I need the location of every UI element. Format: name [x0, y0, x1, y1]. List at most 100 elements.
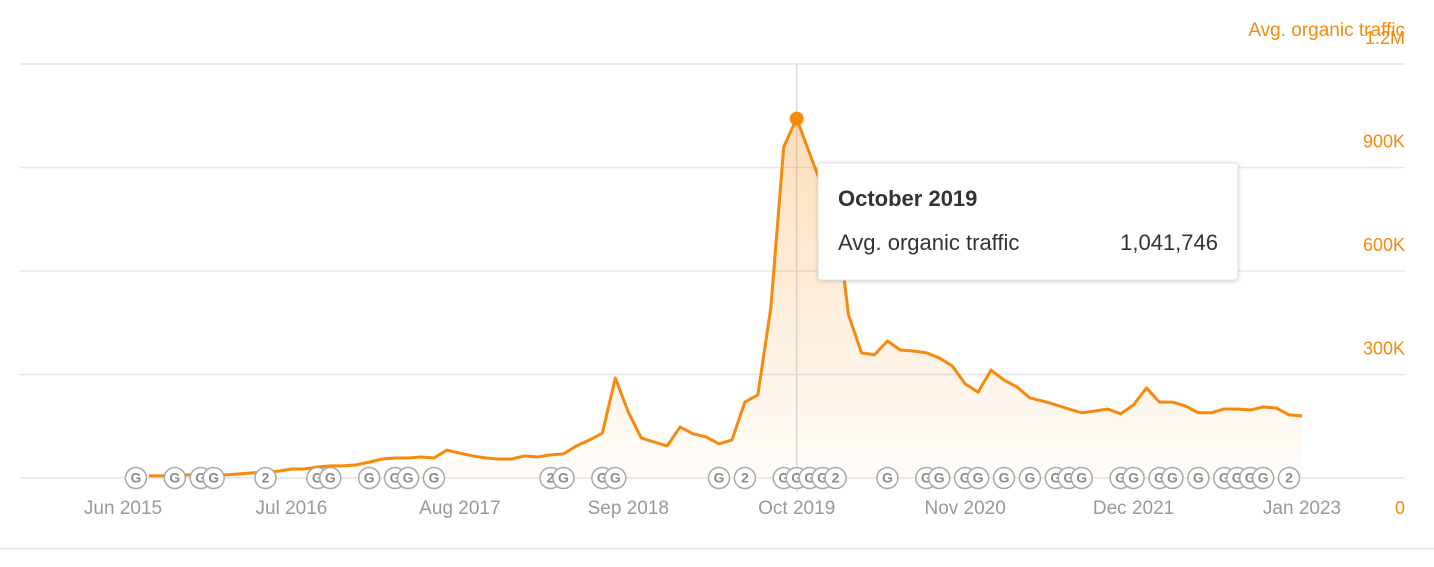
annotation-label: G — [714, 470, 725, 486]
annotation-label: G — [1258, 470, 1269, 486]
annotation-badge — [124, 466, 148, 490]
annotation-label: G — [325, 470, 336, 486]
annotation-label: G — [428, 470, 439, 486]
annotation: 2 — [733, 466, 757, 490]
annotation-label: G — [558, 470, 569, 486]
annotation: 2 — [824, 466, 847, 490]
annotation-label: G — [1063, 470, 1074, 486]
x-tick-label: Dec 2021 — [1093, 498, 1174, 519]
annotation-label: G — [1232, 470, 1243, 486]
x-tick-label: Jan 2023 — [1263, 498, 1341, 519]
annotation-badge — [1122, 466, 1145, 490]
annotation-badge — [319, 466, 342, 490]
annotation-badge — [422, 466, 446, 490]
annotation-badge — [552, 466, 575, 490]
annotation-badge — [992, 466, 1016, 490]
annotation-label: G — [1154, 470, 1165, 486]
y-tick-label: 300K — [1363, 338, 1405, 358]
annotation: G — [357, 466, 381, 490]
annotation-label: 2 — [1285, 470, 1293, 486]
y-tick-label: 900K — [1363, 131, 1405, 151]
annotation: G — [876, 466, 899, 490]
annotation-label: G — [1219, 470, 1230, 486]
annotation-badge — [396, 466, 420, 490]
annotation-label: G — [390, 470, 401, 486]
x-tick-label: Aug 2017 — [419, 498, 500, 519]
annotation-label: 2 — [832, 470, 840, 486]
tooltip-series-name: Avg. organic traffic — [838, 230, 1019, 255]
annotation-badge — [733, 466, 757, 490]
annotation-label: G — [817, 470, 828, 486]
annotation: G — [124, 466, 148, 490]
annotation: G — [992, 466, 1016, 490]
annotation-badge — [1251, 466, 1275, 490]
annotation-label: G — [791, 470, 802, 486]
annotation-label: G — [364, 470, 375, 486]
annotation: 2 — [254, 466, 277, 490]
y-tick-label: 600K — [1363, 235, 1405, 255]
annotation-label: G — [208, 470, 219, 486]
annotation: G — [319, 466, 342, 490]
annotation-badge — [202, 466, 225, 490]
annotation-badge — [1277, 466, 1301, 490]
annotation-badge — [1187, 466, 1210, 490]
annotation-label: G — [1245, 470, 1256, 486]
annotation: G — [552, 466, 575, 490]
x-tick-label: Oct 2019 — [758, 498, 835, 519]
annotation: G — [1070, 466, 1093, 490]
annotation: G — [927, 466, 951, 490]
annotation-label: G — [1128, 470, 1139, 486]
annotation-label: G — [312, 470, 323, 486]
x-tick-label: Sep 2018 — [588, 498, 669, 519]
annotation-badge — [1018, 466, 1042, 490]
annotation-badge — [876, 466, 899, 490]
annotation: G — [1018, 466, 1042, 490]
annotation: G — [202, 466, 225, 490]
y-tick-label: 1.2M — [1365, 28, 1405, 48]
annotation: G — [707, 466, 731, 490]
annotation-label: G — [804, 470, 815, 486]
annotation: G — [163, 466, 187, 490]
annotation: 2 — [1277, 466, 1301, 490]
annotation-label: G — [973, 470, 984, 486]
x-tick-label: Jun 2015 — [84, 498, 162, 519]
annotation-label: G — [597, 470, 608, 486]
annotation-label: G — [1076, 470, 1087, 486]
annotation-label: G — [882, 470, 893, 486]
annotation: G — [396, 466, 420, 490]
annotation-label: G — [999, 470, 1010, 486]
annotation-badge — [1161, 466, 1184, 490]
tooltip-title: October 2019 — [838, 186, 977, 211]
annotation: G — [422, 466, 446, 490]
annotation-label: 2 — [262, 470, 270, 486]
annotation: G — [1122, 466, 1145, 490]
annotation-label: G — [934, 470, 945, 486]
annotation: G — [1161, 466, 1184, 490]
annotation: G — [1187, 466, 1210, 490]
annotation-label: G — [169, 470, 180, 486]
annotation-label: G — [1167, 470, 1178, 486]
line — [148, 117, 1303, 478]
tooltip-box — [817, 162, 1239, 281]
annotation-label: G — [1050, 470, 1061, 486]
area — [148, 118, 1302, 478]
annotation: G — [1251, 466, 1275, 490]
x-tick-label: Jul 2016 — [256, 498, 328, 519]
annotation-label: G — [1115, 470, 1126, 486]
annotation-label: G — [1193, 470, 1204, 486]
annotation-badge — [966, 466, 990, 490]
annotation-label: 2 — [741, 470, 749, 486]
annotation-label: 2 — [547, 470, 555, 486]
highlight-point — [789, 111, 804, 126]
annotation-label: G — [778, 470, 789, 486]
annotation-badge — [824, 466, 847, 490]
x-tick-label: Nov 2020 — [924, 498, 1005, 519]
annotation-label: G — [1024, 470, 1035, 486]
annotation-label: G — [131, 470, 142, 486]
annotation-badge — [357, 466, 381, 490]
annotation-badge — [707, 466, 731, 490]
annotation-badge — [254, 466, 277, 490]
annotation-badge — [1070, 466, 1093, 490]
